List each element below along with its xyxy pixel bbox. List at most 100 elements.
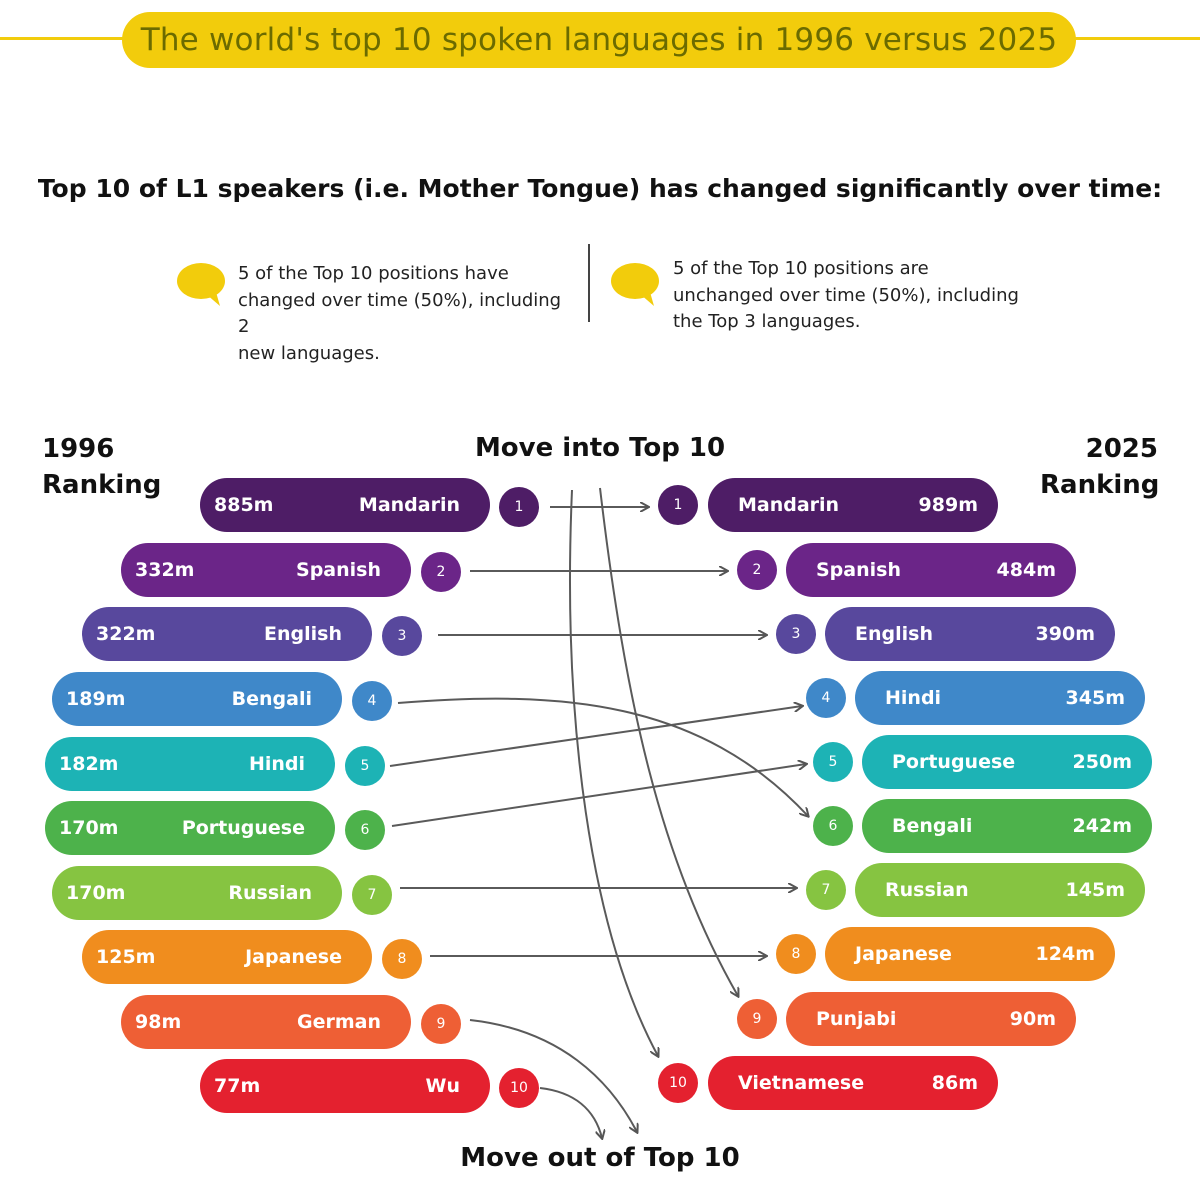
speech-bubble-icon [611, 263, 659, 306]
speakers-value: 242m [1072, 815, 1132, 837]
pill-2025-english: English 390m [825, 607, 1115, 661]
rank-badge: 7 [352, 875, 392, 915]
note-line: changed over time (50%), including 2 [238, 289, 562, 338]
arrow-portuguese [391, 764, 806, 827]
rank-badge: 3 [776, 614, 816, 654]
speakers-value: 885m [214, 494, 274, 516]
rank-badge: 3 [382, 616, 422, 656]
language-name: Spanish [816, 559, 901, 581]
heading-2025: 2025 Ranking [1040, 431, 1160, 503]
pill-1996-bengali: 189m Bengali [52, 672, 342, 726]
language-name: Wu [425, 1075, 460, 1097]
pill-1996-german: 98m German [121, 995, 411, 1049]
heading-1996: 1996 Ranking [42, 431, 161, 503]
title-rule-right [1068, 37, 1200, 40]
rank-badge: 2 [421, 552, 461, 592]
speakers-value: 390m [1035, 623, 1095, 645]
heading-year: 2025 [1085, 434, 1158, 464]
language-name: English [855, 623, 933, 645]
note-line: 5 of the Top 10 positions have [238, 263, 509, 284]
note-line: the Top 3 languages. [673, 311, 861, 332]
speakers-value: 322m [96, 623, 156, 645]
note-changed: 5 of the Top 10 positions have changed o… [238, 261, 578, 367]
language-name: Portuguese [181, 817, 305, 839]
rank-badge: 4 [806, 678, 846, 718]
rank-badge: 7 [806, 870, 846, 910]
speakers-value: 170m [66, 882, 126, 904]
arrow-vietnamese-in [569, 489, 658, 1056]
pill-2025-mandarin: Mandarin 989m [708, 478, 998, 532]
rank-badge: 10 [499, 1068, 539, 1108]
language-name: English [264, 623, 342, 645]
language-name: Mandarin [738, 494, 840, 516]
pill-1996-wu: 77m Wu [200, 1059, 490, 1113]
speakers-value: 124m [1035, 943, 1095, 965]
speakers-value: 170m [59, 817, 119, 839]
speakers-value: 989m [918, 494, 978, 516]
language-name: Russian [228, 882, 312, 904]
pill-2025-hindi: Hindi 345m [855, 671, 1145, 725]
speakers-value: 182m [59, 753, 119, 775]
speakers-value: 77m [214, 1075, 261, 1097]
pill-1996-mandarin: 885m Mandarin [200, 478, 490, 532]
arrow-german-out [469, 1019, 637, 1132]
rank-badge: 8 [382, 939, 422, 979]
rank-badge: 1 [658, 485, 698, 525]
arrow-bengali [397, 697, 808, 816]
arrow-punjabi-in [599, 487, 738, 996]
speakers-value: 145m [1065, 879, 1125, 901]
language-name: Punjabi [816, 1008, 897, 1030]
note-line: 5 of the Top 10 positions are [673, 258, 929, 279]
language-name: Spanish [296, 559, 381, 581]
rank-badge: 8 [776, 934, 816, 974]
heading-year: 1996 [42, 434, 115, 464]
notes-divider [588, 244, 590, 322]
speakers-value: 86m [931, 1072, 978, 1094]
pill-1996-spanish: 332m Spanish [121, 543, 411, 597]
rank-badge: 5 [813, 742, 853, 782]
language-name: Hindi [885, 687, 942, 709]
rank-badge: 4 [352, 681, 392, 721]
rank-badge: 1 [499, 487, 539, 527]
pill-2025-russian: Russian 145m [855, 863, 1145, 917]
arrow-hindi [389, 706, 802, 767]
rank-badge: 2 [737, 550, 777, 590]
pill-2025-spanish: Spanish 484m [786, 543, 1076, 597]
heading-ranking: Ranking [1040, 470, 1160, 500]
speakers-value: 484m [996, 559, 1056, 581]
speakers-value: 250m [1072, 751, 1132, 773]
subtitle: Top 10 of L1 speakers (i.e. Mother Tongu… [37, 174, 1163, 203]
pill-1996-hindi: 182m Hindi [45, 737, 335, 791]
heading-ranking: Ranking [42, 470, 162, 500]
language-name: Bengali [892, 815, 973, 837]
pill-2025-punjabi: Punjabi 90m [786, 992, 1076, 1046]
title-rule-left [0, 37, 130, 40]
language-name: Japanese [855, 943, 952, 965]
pill-2025-japanese: Japanese 124m [825, 927, 1115, 981]
note-line: new languages. [238, 342, 380, 364]
speakers-value: 189m [66, 688, 126, 710]
note-line: unchanged over time (50%), including [673, 284, 1019, 306]
rank-badge: 10 [658, 1063, 698, 1103]
rank-badge: 6 [345, 810, 385, 850]
language-name: Russian [885, 879, 969, 901]
move-in-label: Move into Top 10 [474, 433, 726, 463]
language-name: Japanese [245, 946, 342, 968]
pill-1996-japanese: 125m Japanese [82, 930, 372, 984]
language-name: Bengali [231, 688, 312, 710]
language-name: Vietnamese [738, 1072, 865, 1094]
speakers-value: 345m [1065, 687, 1125, 709]
speakers-value: 332m [135, 559, 195, 581]
rank-badge: 9 [421, 1004, 461, 1044]
speakers-value: 125m [96, 946, 156, 968]
language-name: Portuguese [892, 751, 1016, 773]
pill-2025-portuguese: Portuguese 250m [862, 735, 1152, 789]
note-unchanged: 5 of the Top 10 positions are unchanged … [673, 256, 1033, 336]
pill-2025-bengali: Bengali 242m [862, 799, 1152, 853]
page-title: The world's top 10 spoken languages in 1… [122, 12, 1076, 68]
pill-2025-vietnamese: Vietnamese 86m [708, 1056, 998, 1110]
language-name: Mandarin [358, 494, 460, 516]
pill-1996-russian: 170m Russian [52, 866, 342, 920]
speakers-value: 98m [135, 1011, 182, 1033]
